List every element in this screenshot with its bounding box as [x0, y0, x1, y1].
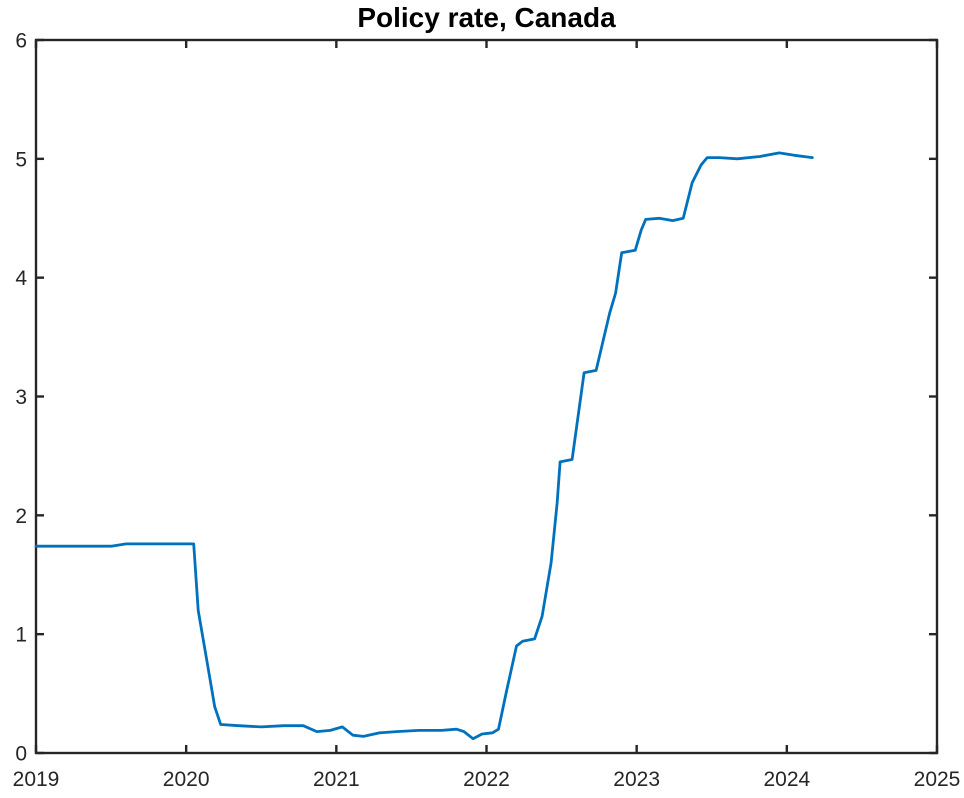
- y-tick-label: 1: [15, 624, 27, 647]
- x-tick-label: 2019: [13, 768, 60, 791]
- y-tick-label: 2: [15, 505, 27, 528]
- y-tick-label: 6: [15, 30, 27, 53]
- x-tick-label: 2022: [463, 768, 510, 791]
- y-tick-label: 4: [15, 267, 27, 290]
- x-tick-label: 2020: [163, 768, 210, 791]
- y-tick-label: 3: [15, 386, 27, 409]
- axes-box: [34, 38, 939, 755]
- x-tick-label: 2024: [763, 768, 810, 791]
- y-tick-label: 5: [15, 148, 27, 171]
- chart-title: Policy rate, Canada: [357, 2, 616, 33]
- x-tick-label: 2025: [914, 768, 961, 791]
- policy-rate-line: [34, 151, 814, 741]
- x-tick-label: 2021: [313, 768, 360, 791]
- y-tick-label: 0: [15, 743, 27, 766]
- x-tick-label: 2023: [613, 768, 660, 791]
